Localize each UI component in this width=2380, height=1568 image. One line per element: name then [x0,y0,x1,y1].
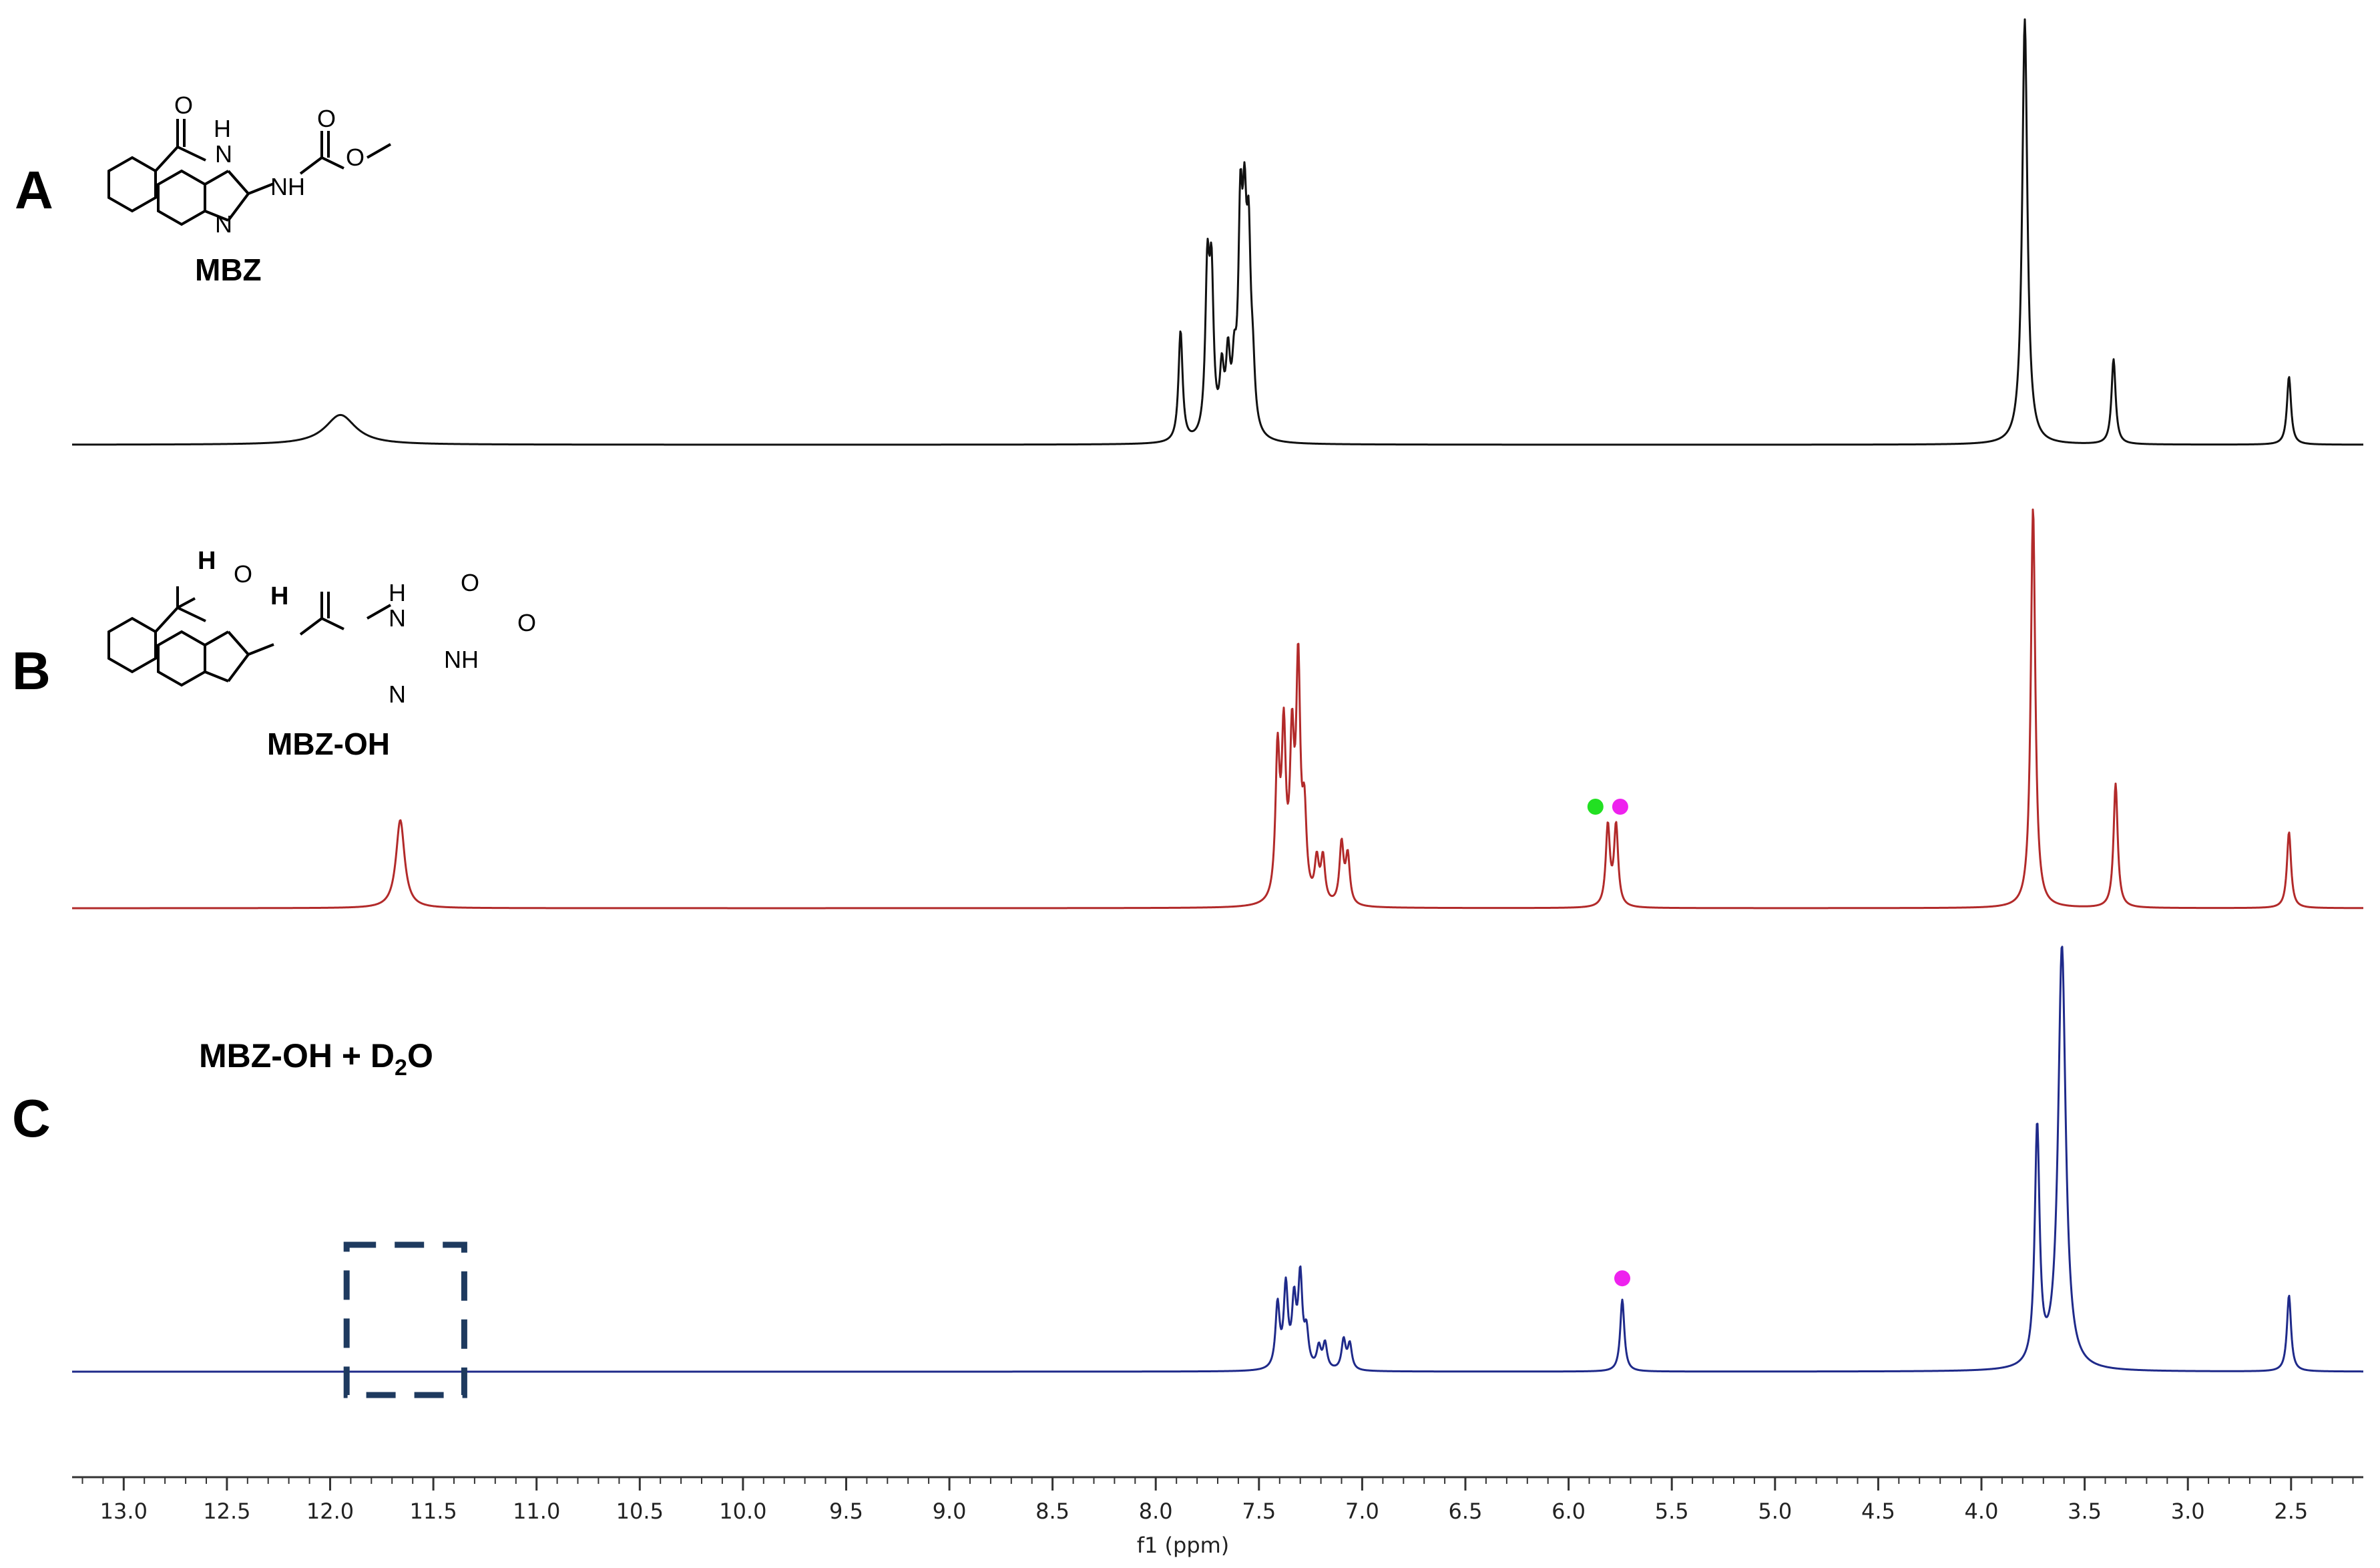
x-axis-tick-label: 6.0 [1552,1499,1586,1524]
compound-name-mbz-oh: MBZ-OH [267,727,390,761]
x-axis-tick-label: 4.5 [1861,1499,1895,1524]
mbz-atom-label: O [317,105,336,132]
x-axis: 13.0 12.5 12.0 11.5 11.0 10.5 10.0 9.5 9.0 8.5 8.0… [72,1476,2363,1524]
mbz-structure-drawing [107,119,391,226]
peak-marker-b-1 [1612,799,1628,815]
mbz-oh-atom-label: H [389,579,406,606]
mbz-oh-atom-label: O [234,560,252,588]
x-axis-tick-label: 10.0 [719,1499,766,1524]
x-axis-tick-label: 8.5 [1035,1499,1069,1524]
d2o-label-subscript: 2 [395,1055,407,1081]
x-axis-tick-label: 3.0 [2171,1499,2205,1524]
spectrum-line-b [71,508,2364,910]
x-axis-tick-label: 8.0 [1139,1499,1173,1524]
mbz-oh-atom-label: O [461,569,479,596]
compound-name-mbz-oh-d2o: MBZ-OH + D2O [199,1037,433,1081]
peak-marker-b-0 [1587,799,1604,815]
spectra-layer [71,18,2364,1373]
x-axis-tick-label: 5.0 [1758,1499,1792,1524]
x-axis-tick-label: 3.5 [2068,1499,2102,1524]
x-axis-tick-label: 9.0 [933,1499,967,1524]
panel-letter-c: C [12,1089,51,1148]
x-axis-tick-label: 5.5 [1655,1499,1689,1524]
mbz-oh-ch-hydrogen-label: H [270,582,288,610]
x-axis-tick-label: 7.5 [1242,1499,1276,1524]
x-axis-tick-label: 7.0 [1345,1499,1379,1524]
x-axis-tick-label: 12.0 [306,1499,354,1524]
compound-name-mbz: MBZ [195,252,262,287]
x-axis-tick-label: 9.5 [829,1499,863,1524]
x-axis-tick-label: 12.5 [203,1499,250,1524]
mbz-atom-label: NH [270,173,305,200]
spectrum-line-c [71,946,2364,1373]
d2o-label-main: MBZ-OH + D [199,1037,395,1074]
x-axis-tick-label: 6.5 [1449,1499,1483,1524]
markers-layer [343,799,1630,1398]
peak-marker-c-0 [1614,1270,1630,1287]
x-axis-tick-label: 13.0 [100,1499,148,1524]
mbz-atom-label: O [174,91,193,119]
highlight-box-c [343,1241,467,1398]
mbz-atom-label: H [214,115,231,142]
mbz-oh-atom-label: N [389,680,406,708]
x-axis-tick-label: 4.0 [1965,1499,1999,1524]
mbz-oh-atom-label: O [517,609,536,636]
spectrum-line-a [71,18,2364,446]
mbz-oh-oh-hydrogen-label: H [198,547,216,575]
x-axis-tick-label: 2.5 [2274,1499,2308,1524]
d2o-label-suffix: O [407,1037,433,1074]
x-axis-tick-label: 11.5 [409,1499,457,1524]
mbz-oh-atom-label: NH [444,646,479,673]
panel-letter-b: B [12,641,51,701]
panel-letter-a: A [15,160,53,220]
x-axis-tick-label: 11.0 [513,1499,560,1524]
x-axis-tick-label: 10.5 [616,1499,664,1524]
mbz-atom-label: N [215,210,232,238]
mbz-oh-atom-label: N [389,604,406,632]
x-axis-title: f1 (ppm) [1137,1533,1230,1558]
mbz-oh-structure-drawing [107,586,391,687]
mbz-atom-label: N [215,140,232,168]
mbz-atom-label: O [346,144,365,171]
